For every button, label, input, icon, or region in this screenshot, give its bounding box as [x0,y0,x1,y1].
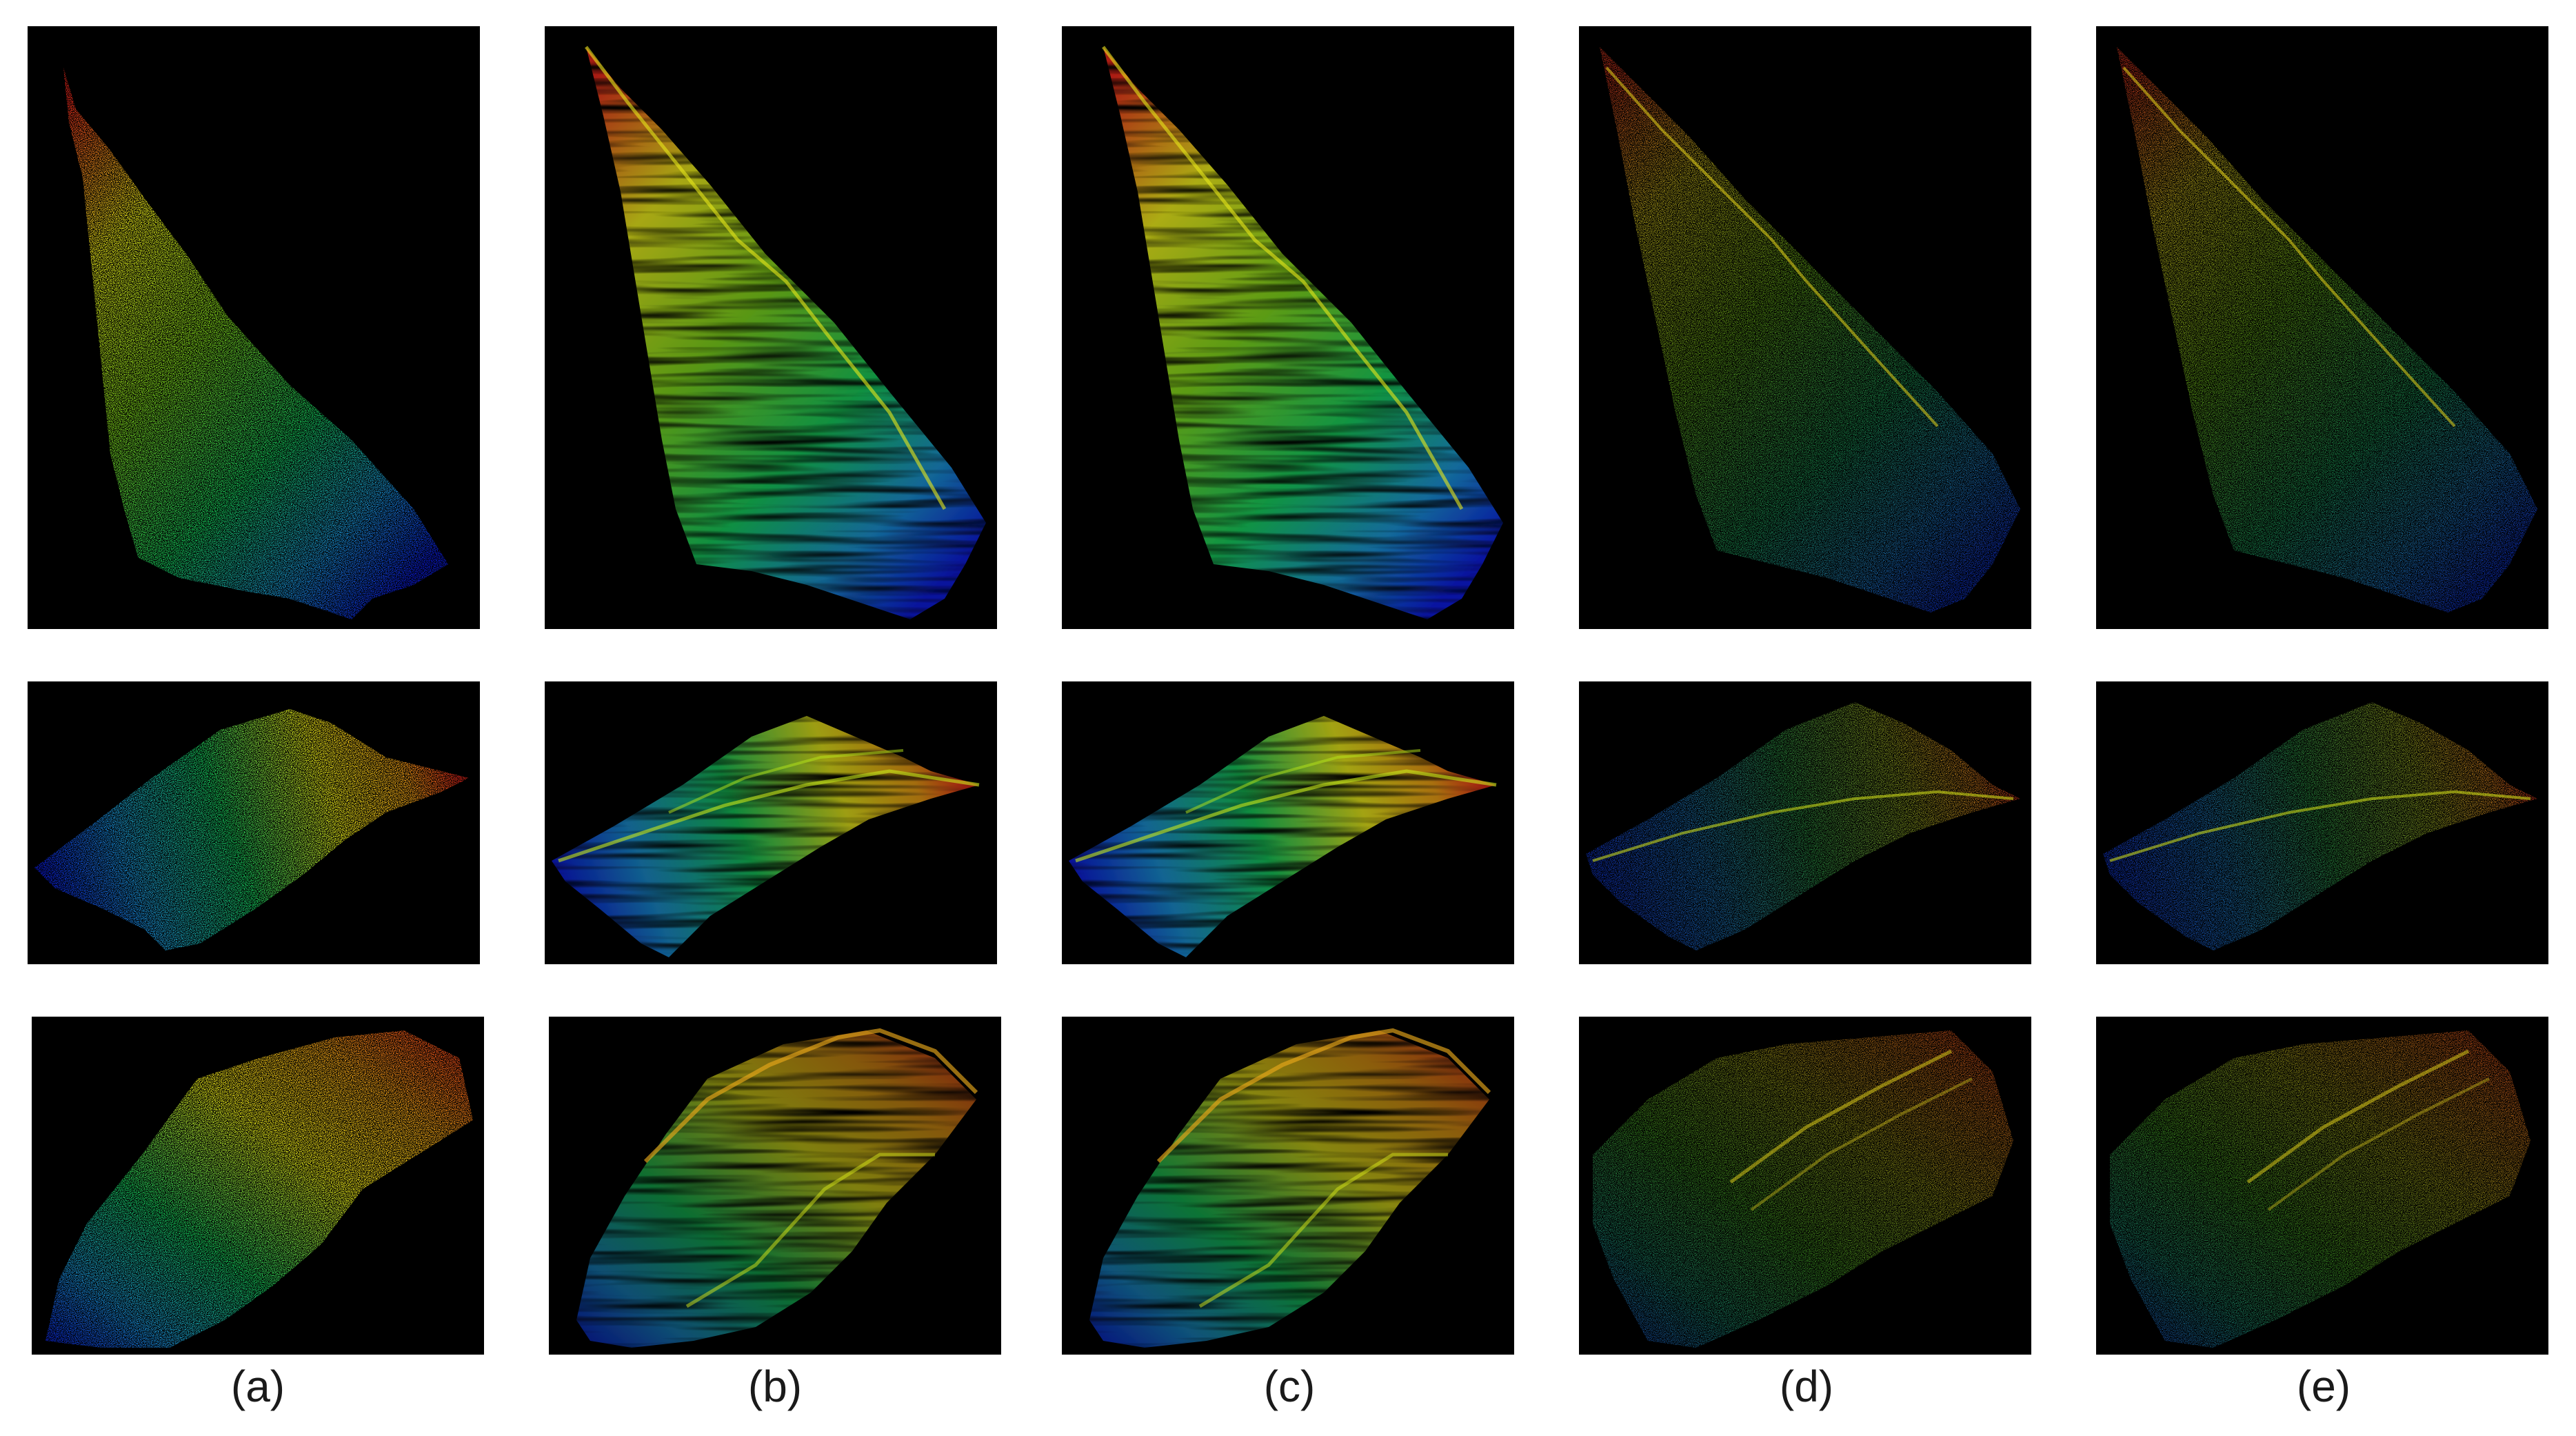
terrain-point-cloud [2117,47,2537,612]
panel-c-row1 [1062,26,1514,629]
panel-b-row1 [545,26,997,629]
terrain-point-cloud [63,68,448,619]
terrain-mesh-reconstruction [552,716,980,957]
terrain-mesh-reconstruction [1069,716,1497,957]
terrain-mesh-reconstruction [1089,1028,1491,1348]
panel-d-row2 [1579,681,2031,964]
panel-a-row1 [28,26,480,629]
panel-e-row2 [2096,681,2548,964]
panel-a-row2 [28,681,480,964]
terrain-mesh-reconstruction [585,46,986,619]
terrain-point-cloud [1593,1030,2013,1348]
panel-d-row1 [1579,26,2031,629]
caption-e: (e) [2296,1362,2351,1411]
terrain-point-cloud [34,709,469,950]
terrain-point-cloud [2103,702,2537,950]
terrain-point-cloud [2110,1030,2530,1348]
terrain-mesh-reconstruction [576,1028,978,1348]
caption-b: (b) [747,1362,803,1411]
terrain-point-cloud [46,1030,473,1348]
panel-b-row3 [549,1017,1001,1355]
panel-a-row3 [32,1017,484,1355]
terrain-mesh-reconstruction [1102,46,1503,619]
panel-b-row2 [545,681,997,964]
terrain-point-cloud [1600,47,2020,612]
panel-e-row1 [2096,26,2548,629]
caption-d: (d) [1779,1362,1834,1411]
caption-a: (a) [230,1362,285,1411]
caption-c: (c) [1263,1362,1316,1411]
terrain-point-cloud [1586,702,2020,950]
panel-c-row2 [1062,681,1514,964]
panel-e-row3 [2096,1017,2548,1355]
panel-d-row3 [1579,1017,2031,1355]
panel-c-row3 [1062,1017,1514,1355]
